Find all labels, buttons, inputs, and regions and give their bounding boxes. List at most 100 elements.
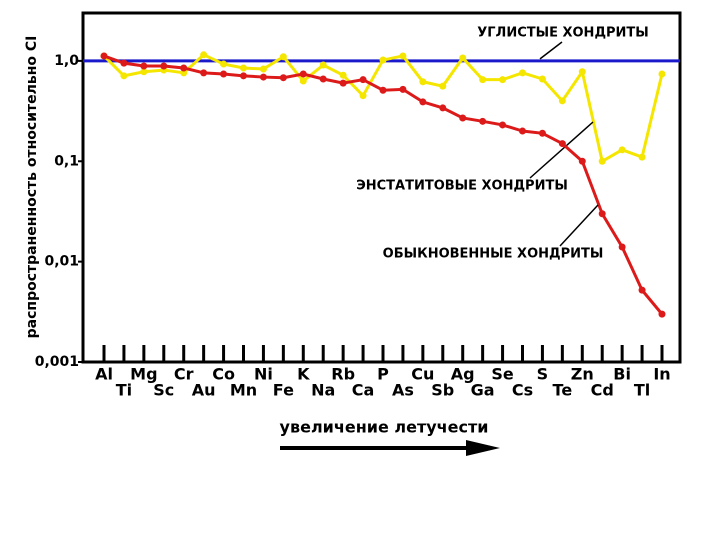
leader-line (559, 204, 599, 247)
x-tick-label: Mg (130, 365, 157, 384)
data-point (140, 68, 148, 76)
y-tick-label: 1,0 (54, 53, 79, 69)
data-point (519, 127, 526, 135)
reference-label: УГЛИСТЫЕ ХОНДРИТЫ (477, 26, 649, 41)
data-point (120, 72, 128, 80)
data-point (479, 117, 487, 125)
data-point (499, 121, 507, 129)
x-tick-label: S (537, 365, 549, 384)
data-point (578, 68, 586, 76)
x-tick-label: Co (212, 365, 235, 384)
data-point (459, 54, 467, 62)
data-point (339, 71, 347, 79)
data-point (299, 77, 307, 85)
x-tick-label: Fe (273, 381, 294, 400)
data-point (538, 129, 546, 137)
x-tick-label: Cr (174, 365, 194, 384)
data-point (180, 64, 188, 72)
data-point (259, 65, 267, 73)
data-point (638, 153, 646, 161)
data-point (160, 62, 168, 70)
x-tick-label: Au (192, 381, 216, 400)
x-tick-label: Se (491, 365, 514, 384)
x-tick-label: Te (553, 381, 573, 400)
data-point (598, 157, 606, 165)
x-tick-label: Ni (254, 365, 273, 384)
x-tick-label: Bi (613, 365, 631, 384)
data-point (220, 70, 228, 78)
data-point (399, 52, 407, 60)
data-point (200, 51, 208, 59)
data-point (200, 69, 208, 77)
data-point (459, 114, 467, 122)
x-tick-label: Al (95, 365, 113, 384)
data-point (558, 140, 566, 148)
data-point (140, 62, 148, 70)
x-tick-label: As (392, 381, 414, 400)
leader-line (529, 121, 594, 179)
data-point (299, 70, 307, 78)
data-point (279, 53, 287, 61)
y-tick-label: 0,001 (35, 354, 79, 370)
data-point (638, 286, 646, 294)
x-tick-label: In (653, 365, 670, 384)
series-label: ЭНСТАТИТОВЫЕ ХОНДРИТЫ (356, 179, 568, 194)
x-tick-label: P (377, 365, 389, 384)
x-tick-label: K (297, 365, 310, 384)
x-tick-label: Cu (411, 365, 434, 384)
x-tick-label: Cs (512, 381, 533, 400)
data-point (558, 97, 566, 105)
series-line (102, 53, 664, 164)
x-tick-label: Ti (116, 381, 132, 400)
data-point (180, 69, 188, 77)
data-point (359, 92, 367, 100)
data-point (658, 70, 666, 78)
data-point (499, 76, 507, 84)
data-point (538, 75, 546, 83)
data-point (379, 86, 387, 94)
data-point (618, 146, 626, 154)
data-point (220, 60, 228, 68)
x-tick-label: Na (311, 381, 335, 400)
data-point (240, 64, 247, 72)
x-tick-label: Ca (352, 381, 375, 400)
data-point (658, 310, 666, 318)
x-tick-label: Sb (431, 381, 454, 400)
y-tick-label: 0,1 (54, 153, 79, 169)
arrow-head (466, 440, 500, 456)
x-tick-label: Zn (571, 365, 594, 384)
data-point (598, 210, 606, 218)
data-point (419, 98, 427, 106)
data-point (419, 78, 427, 86)
series-label: ОБЫКНОВЕННЫЕ ХОНДРИТЫ (383, 247, 604, 262)
y-axis-label: распространенность относительно CI (24, 36, 40, 339)
data-point (519, 69, 526, 77)
x-tick-label: Rb (331, 365, 355, 384)
x-axis-label: увеличение летучести (280, 418, 489, 437)
data-point (100, 52, 108, 60)
data-point (399, 85, 407, 93)
leader-line (539, 41, 563, 60)
data-point (439, 104, 447, 112)
x-tick-label: Cd (591, 381, 614, 400)
data-point (339, 79, 347, 87)
data-point (439, 82, 447, 90)
data-point (578, 157, 586, 165)
data-point (120, 59, 128, 67)
x-tick-label: Tl (634, 381, 650, 400)
data-point (479, 76, 487, 84)
data-point (618, 243, 626, 251)
data-point (319, 61, 327, 69)
data-point (279, 74, 287, 82)
x-tick-label: Ag (451, 365, 475, 384)
x-tick-label: Mn (230, 381, 257, 400)
data-point (319, 75, 327, 83)
x-tick-label: Sc (153, 381, 174, 400)
x-tick-label: Ga (471, 381, 495, 400)
data-point (359, 76, 367, 84)
data-point (240, 72, 247, 80)
data-point (259, 73, 267, 81)
y-tick-label: 0,01 (44, 254, 79, 270)
data-point (379, 56, 387, 64)
